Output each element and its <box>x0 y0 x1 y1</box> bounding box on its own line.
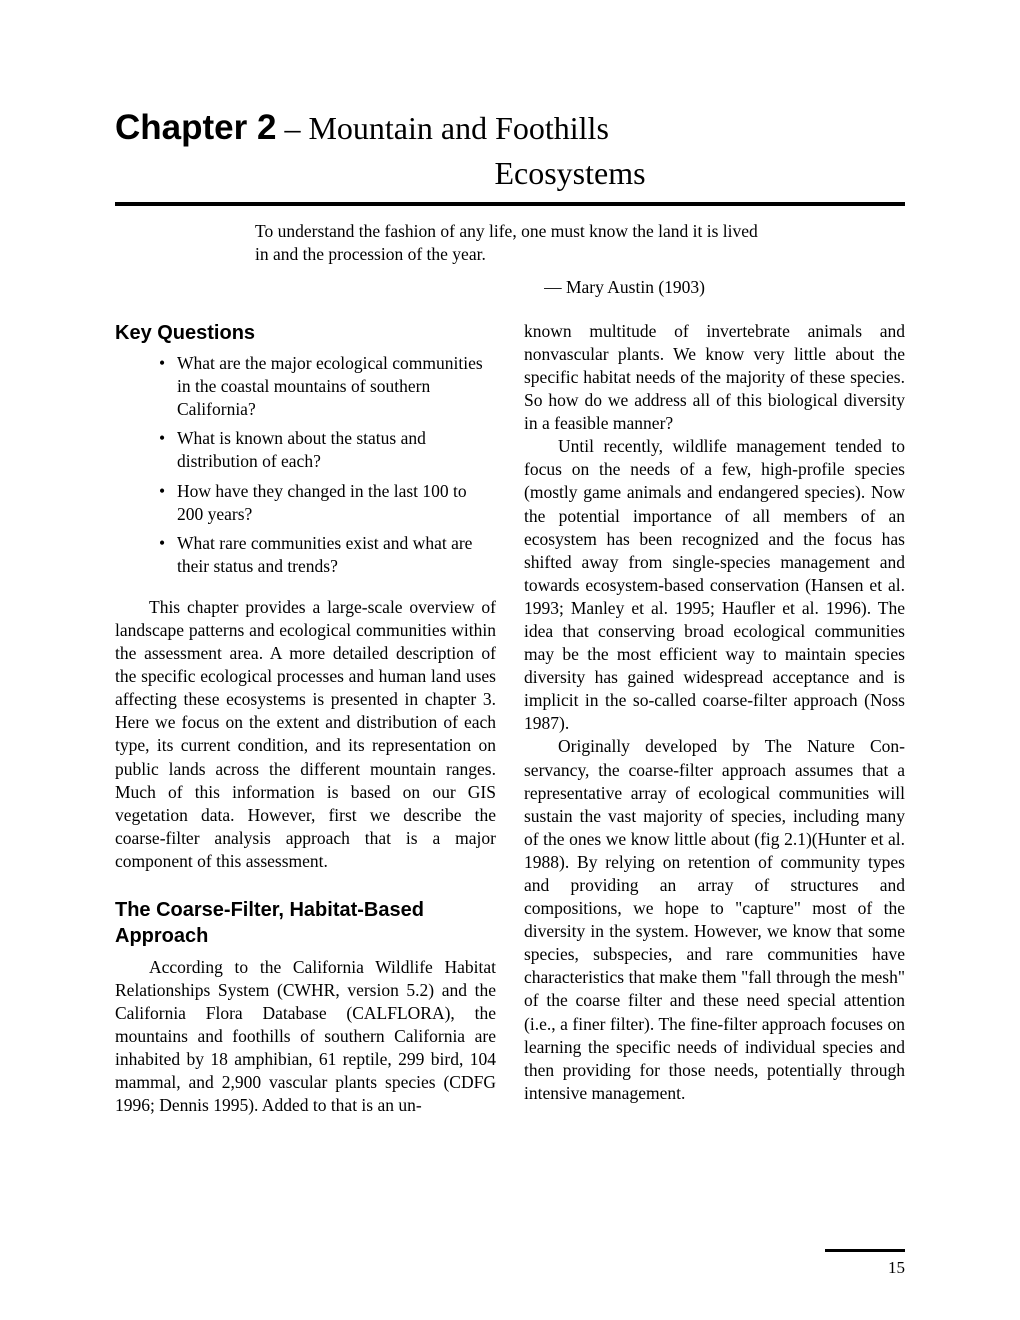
left-column: Key Questions What are the major ecologi… <box>115 320 496 1118</box>
key-questions-heading: Key Questions <box>115 320 496 346</box>
title-rule <box>115 202 905 206</box>
text-columns: Key Questions What are the major ecologi… <box>115 320 905 1118</box>
key-question-item: What are the major ecological communitie… <box>159 352 496 420</box>
chapter-title: Chapter 2 – Mountain and Foothills <box>115 105 905 151</box>
right-paragraph-3: Originally developed by The Nature Con­s… <box>524 735 905 1105</box>
right-paragraph-2: Until recently, wildlife management tend… <box>524 435 905 735</box>
right-column: known multitude of invertebrate animals … <box>524 320 905 1118</box>
coarse-filter-heading: The Coarse-Filter, Habitat-Based Approac… <box>115 897 496 950</box>
coarse-filter-paragraph-1: According to the California Wildlife Hab… <box>115 956 496 1118</box>
key-question-item: What rare communities exist and what are… <box>159 532 496 578</box>
key-question-item: How have they changed in the last 100 to… <box>159 480 496 526</box>
page-number-rule <box>825 1249 905 1252</box>
key-question-item: What is known about the status and distr… <box>159 427 496 473</box>
key-questions-list: What are the major ecological communitie… <box>159 352 496 578</box>
chapter-title-line2: Ecosystems <box>115 155 905 192</box>
page-number: 15 <box>888 1258 905 1278</box>
document-page: Chapter 2 – Mountain and Foothills Ecosy… <box>0 0 1020 1320</box>
epigraph-text: To understand the fashion of any life, o… <box>255 220 775 267</box>
chapter-title-line1: Mountain and Foothills <box>308 110 608 146</box>
intro-paragraph: This chapter provides a large-scale over… <box>115 596 496 873</box>
right-paragraph-1: known multitude of invertebrate animals … <box>524 320 905 435</box>
epigraph-attribution: — Mary Austin (1903) <box>115 277 705 298</box>
chapter-label: Chapter 2 <box>115 108 276 147</box>
chapter-separator: – <box>276 110 308 146</box>
